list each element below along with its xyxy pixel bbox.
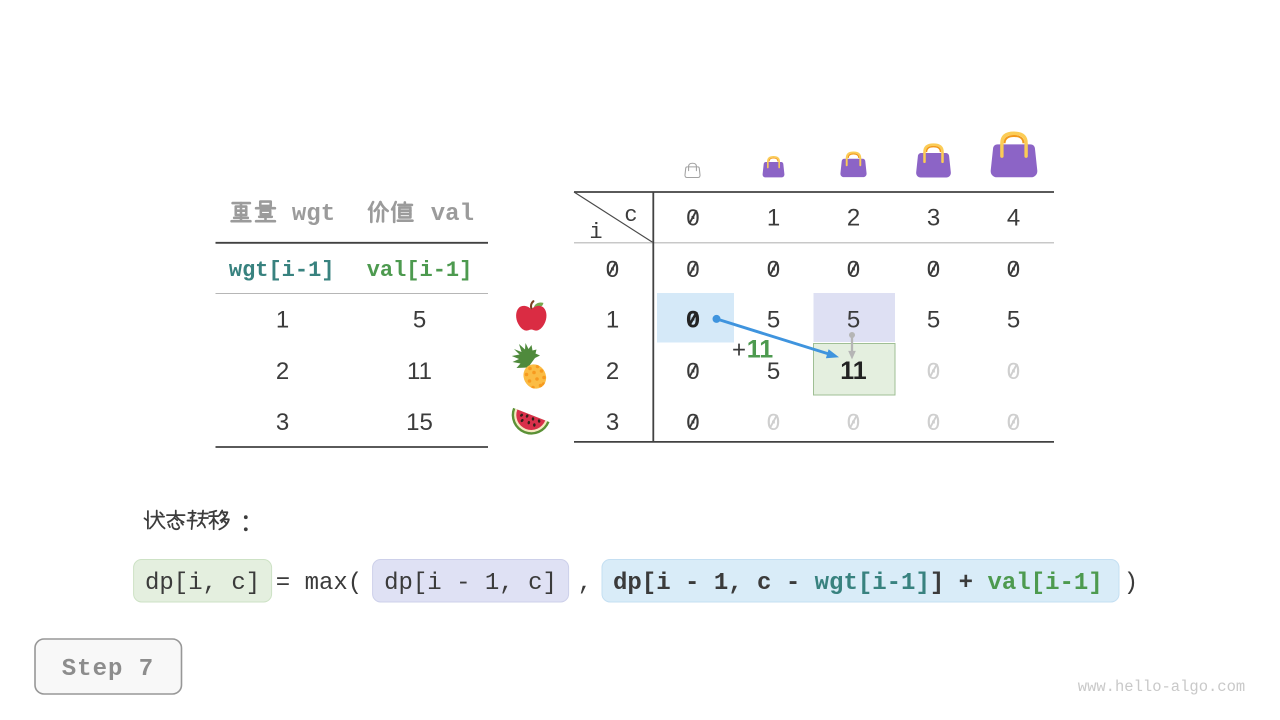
svg-text:15: 15 (406, 409, 433, 436)
svg-text:,: , (578, 570, 592, 597)
svg-text:dp[i, c]: dp[i, c] (145, 570, 260, 597)
svg-text:dp[i - 1, c - wgt[i-1]] + val[: dp[i - 1, c - wgt[i-1]] + val[i-1] (613, 570, 1103, 597)
svg-text:c: c (624, 203, 637, 228)
svg-text:11: 11 (840, 357, 867, 385)
svg-text:3: 3 (606, 409, 619, 436)
svg-text:2: 2 (847, 205, 860, 232)
svg-text:): ) (1124, 570, 1138, 597)
svg-text:11: 11 (747, 336, 774, 364)
svg-text:Step 7: Step 7 (62, 656, 154, 683)
svg-text:5: 5 (847, 307, 860, 334)
svg-text:5: 5 (927, 307, 940, 334)
svg-text:wgt: wgt (292, 201, 335, 228)
svg-text:val[i-1]: val[i-1] (367, 258, 473, 283)
svg-text:dp[i - 1, c]: dp[i - 1, c] (384, 570, 557, 597)
svg-text:2: 2 (606, 358, 619, 385)
svg-text:1: 1 (606, 307, 619, 334)
svg-text:4: 4 (1007, 205, 1020, 232)
svg-text:+: + (732, 337, 746, 364)
svg-text:5: 5 (1007, 307, 1020, 334)
svg-text:3: 3 (927, 205, 940, 232)
svg-text:5: 5 (767, 307, 780, 334)
svg-text:val: val (431, 201, 474, 228)
svg-text:i: i (589, 220, 602, 245)
svg-text:www.hello-algo.com: www.hello-algo.com (1078, 678, 1245, 696)
svg-text:3: 3 (276, 409, 289, 436)
svg-text:5: 5 (413, 307, 426, 334)
svg-text:1: 1 (276, 307, 289, 334)
svg-text:2: 2 (276, 358, 289, 385)
svg-text:5: 5 (767, 358, 780, 385)
svg-text:1: 1 (767, 205, 780, 232)
svg-text:wgt[i-1]: wgt[i-1] (229, 258, 335, 283)
svg-text:11: 11 (407, 358, 432, 385)
svg-text:= max(: = max( (276, 570, 362, 597)
